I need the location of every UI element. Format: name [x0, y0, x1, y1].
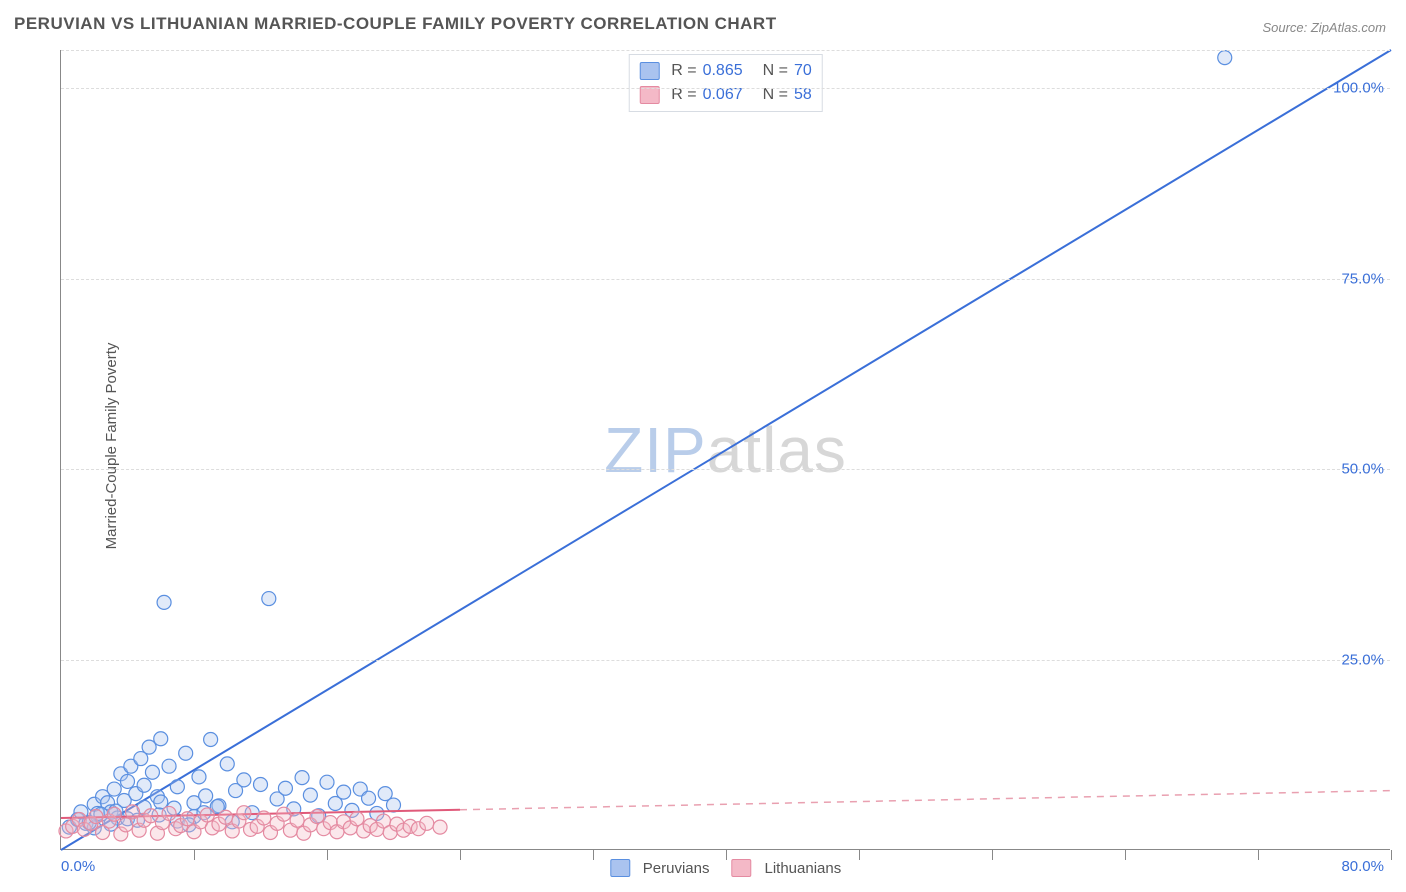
data-point: [162, 806, 176, 820]
stats-legend-row: R = 0.067 N = 58: [639, 83, 812, 107]
series-legend-item: Peruvians: [610, 859, 710, 877]
data-point: [290, 813, 304, 827]
r-label: R =: [671, 83, 696, 107]
x-axis-max-label: 80.0%: [1341, 858, 1384, 875]
r-label: R =: [671, 59, 696, 83]
n-value: 58: [794, 83, 812, 107]
data-point: [420, 816, 434, 830]
series-label: Peruvians: [643, 860, 710, 877]
chart-container: PERUVIAN VS LITHUANIAN MARRIED-COUPLE FA…: [0, 0, 1406, 892]
data-point: [254, 777, 268, 791]
data-point: [337, 785, 351, 799]
gridline: [61, 469, 1390, 470]
data-point: [192, 770, 206, 784]
r-value: 0.067: [703, 83, 743, 107]
data-point: [257, 811, 271, 825]
x-axis-min-label: 0.0%: [61, 858, 95, 875]
gridline: [61, 88, 1390, 89]
y-tick-label: 100.0%: [1333, 80, 1384, 97]
n-label: N =: [763, 83, 788, 107]
y-tick-label: 75.0%: [1341, 270, 1384, 287]
y-tick-label: 25.0%: [1341, 651, 1384, 668]
data-point: [387, 798, 401, 812]
data-point: [220, 757, 234, 771]
series-label: Lithuanians: [764, 860, 841, 877]
data-point: [107, 782, 121, 796]
data-point: [199, 789, 213, 803]
x-tick: [1391, 850, 1392, 860]
gridline: [61, 660, 1390, 661]
data-point: [119, 818, 133, 832]
data-point: [89, 809, 103, 823]
gridline: [61, 50, 1390, 51]
data-point: [145, 765, 159, 779]
data-point: [237, 806, 251, 820]
n-label: N =: [763, 59, 788, 83]
legend-swatch: [610, 859, 630, 877]
legend-swatch: [639, 62, 659, 80]
legend-swatch: [731, 859, 751, 877]
n-value: 70: [794, 59, 812, 83]
x-tick: [327, 850, 328, 860]
data-point: [179, 746, 193, 760]
data-point: [180, 812, 194, 826]
data-point: [320, 775, 334, 789]
r-value: 0.865: [703, 59, 743, 83]
data-point: [278, 781, 292, 795]
data-point: [219, 810, 233, 824]
x-tick: [460, 850, 461, 860]
series-legend-item: Lithuanians: [731, 859, 841, 877]
data-point: [162, 759, 176, 773]
series-legend: Peruvians Lithuanians: [610, 859, 841, 877]
x-tick: [593, 850, 594, 860]
data-point: [137, 778, 151, 792]
x-tick: [194, 850, 195, 860]
x-tick: [726, 850, 727, 860]
data-point: [170, 780, 184, 794]
data-point: [262, 592, 276, 606]
data-point: [121, 774, 135, 788]
regression-line-dashed: [460, 791, 1391, 810]
data-point: [295, 771, 309, 785]
data-point: [1218, 51, 1232, 65]
source-credit: Source: ZipAtlas.com: [1262, 20, 1386, 35]
y-tick-label: 50.0%: [1341, 461, 1384, 478]
x-tick: [1258, 850, 1259, 860]
data-point: [237, 773, 251, 787]
source-name: ZipAtlas.com: [1311, 20, 1386, 35]
data-point: [204, 733, 218, 747]
chart-title: PERUVIAN VS LITHUANIAN MARRIED-COUPLE FA…: [14, 14, 777, 34]
gridline: [61, 279, 1390, 280]
stats-legend-row: R = 0.865 N = 70: [639, 59, 812, 83]
source-prefix: Source:: [1262, 20, 1310, 35]
x-tick: [1125, 850, 1126, 860]
plot-area: ZIPatlas R = 0.865N = 70R = 0.067N = 58 …: [60, 50, 1390, 850]
plot-svg: [61, 50, 1390, 849]
data-point: [303, 788, 317, 802]
data-point: [154, 732, 168, 746]
stats-legend: R = 0.865 N = 70 R = 0.067 N = 58: [628, 54, 823, 112]
data-point: [362, 791, 376, 805]
data-point: [277, 807, 291, 821]
x-tick: [992, 850, 993, 860]
x-tick: [859, 850, 860, 860]
regression-line: [61, 50, 1391, 850]
data-point: [433, 820, 447, 834]
data-point: [157, 595, 171, 609]
data-point: [200, 808, 214, 822]
data-point: [107, 807, 121, 821]
